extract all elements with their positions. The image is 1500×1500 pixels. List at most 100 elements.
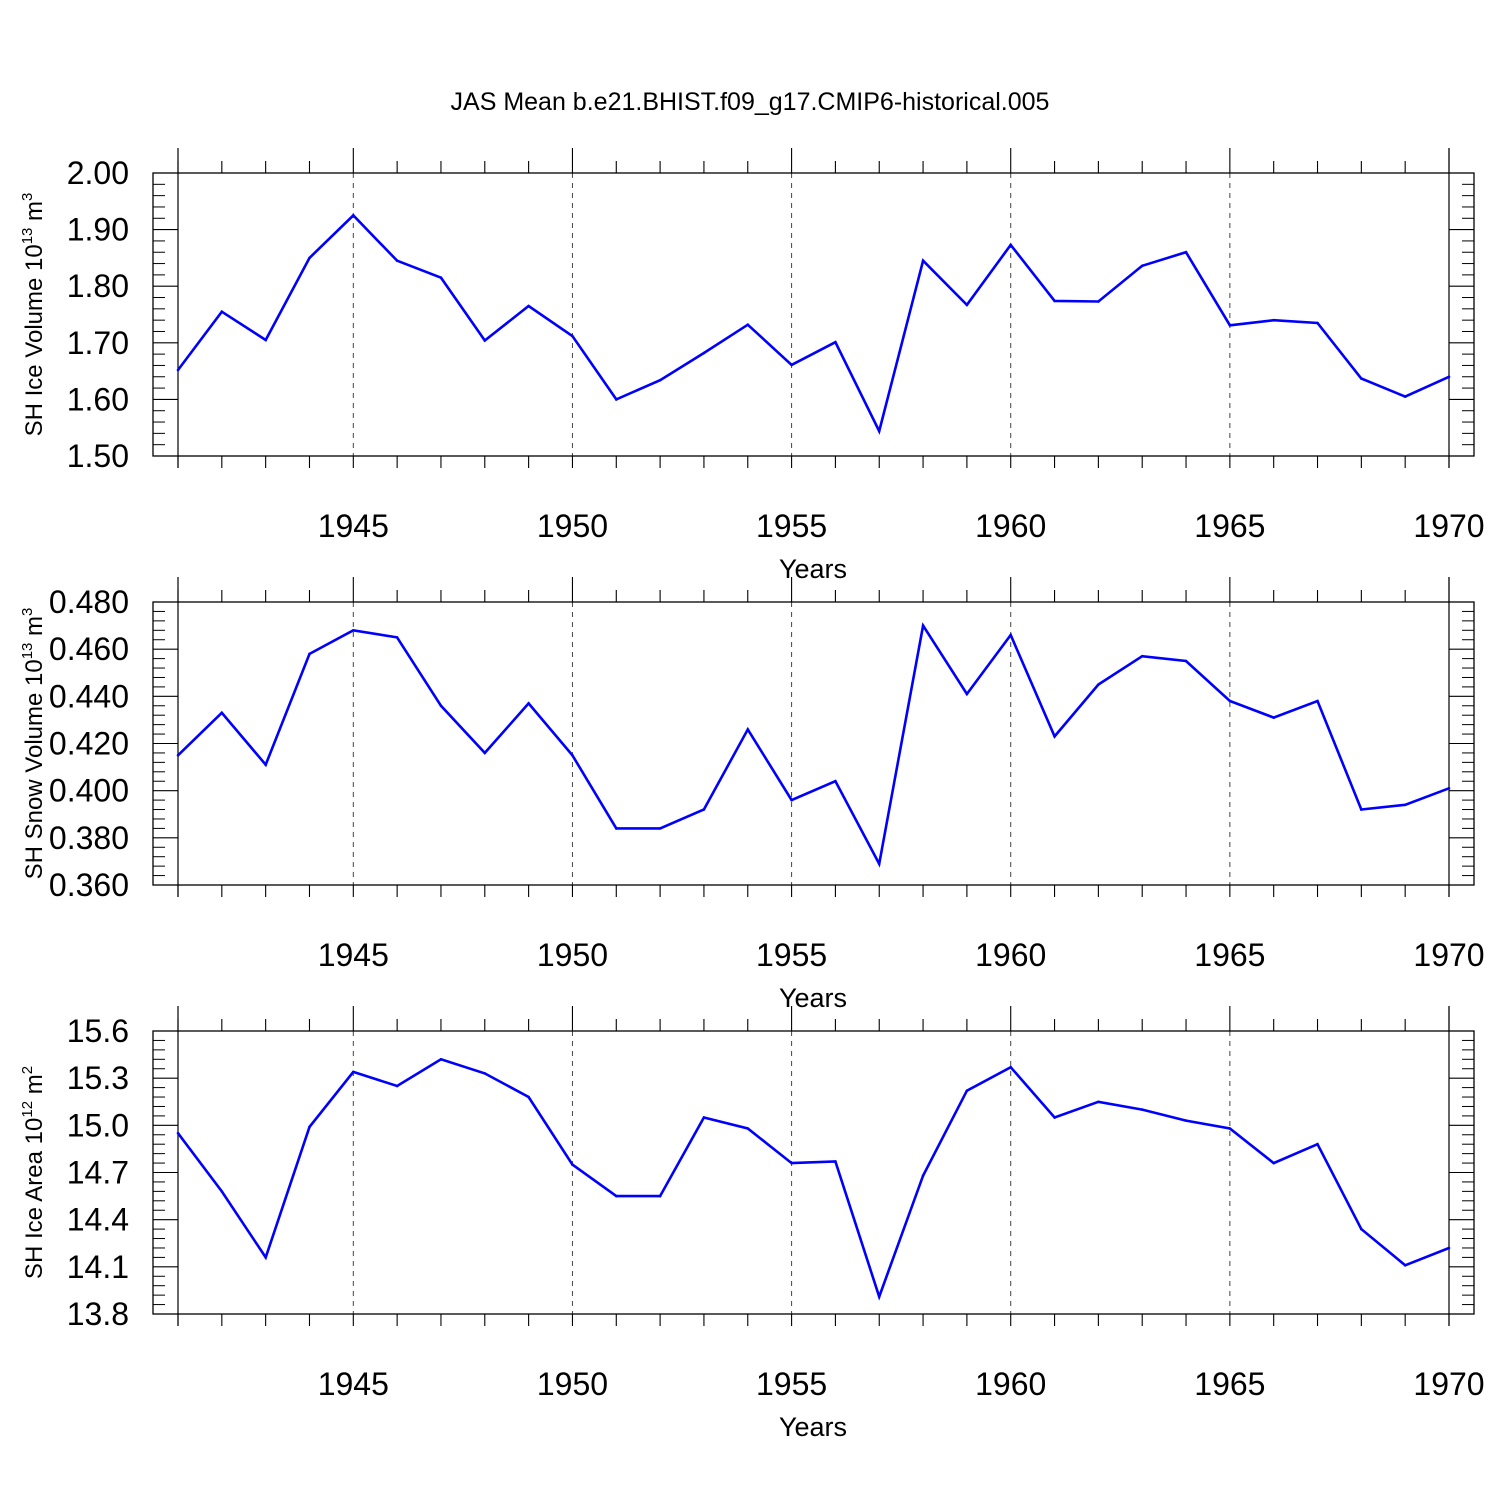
data-point [1316,699,1319,703]
x-tick-label: 1945 [318,937,389,973]
data-point [615,398,618,401]
data-point [702,1116,706,1119]
y-axis-label-part: SH Ice Area 10 [21,1118,48,1279]
data-point [921,1174,925,1177]
data-point [702,351,706,355]
data-point [1316,321,1319,325]
y-tick-label: 1.90 [67,212,129,248]
y-axis-label-part: 3 [19,193,36,201]
data-point [527,1095,530,1099]
y-tick-label: 0.440 [49,678,129,714]
data-point [702,808,706,811]
data-point [965,692,969,696]
y-tick-label: 0.480 [49,584,129,620]
x-tick-label: 1945 [318,1366,389,1402]
data-point [1272,1161,1275,1165]
data-point [790,363,793,367]
data-point [571,1163,574,1166]
data-point [1447,375,1451,379]
data-point [1097,1100,1100,1104]
data-point [483,339,487,342]
data-point [1009,243,1012,247]
y-tick-label: 14.7 [67,1155,129,1191]
data-point [1184,659,1188,663]
y-axis-label: SH Snow Volume 1013 m3 [19,608,48,880]
y-tick-label: 13.8 [67,1296,129,1332]
data-point [1228,324,1232,327]
data-point [483,751,487,755]
y-tick-label: 1.80 [67,268,129,304]
data-point [1228,699,1232,703]
data-point [1053,299,1056,303]
x-tick-label: 1955 [756,937,827,973]
data-point [1097,683,1100,686]
x-tick-label: 1950 [537,508,608,544]
data-point [877,1295,881,1298]
data-point [1272,716,1275,719]
data-point [746,728,750,731]
data-point [615,827,618,830]
data-point [1097,300,1100,303]
data-point [439,704,443,708]
data-point [921,624,925,627]
data-point [1403,803,1407,807]
data-point [571,334,574,338]
y-tick-label: 2.00 [67,155,129,191]
x-tick-label: 1960 [975,508,1046,544]
y-tick-label: 1.70 [67,325,129,361]
y-axis-label-part: m [21,1074,48,1101]
y-tick-label: 14.4 [67,1202,129,1238]
y-tick-label: 0.460 [49,631,129,667]
data-point [571,754,574,757]
y-tick-label: 1.60 [67,381,129,417]
data-point [220,711,224,715]
data-point [176,754,180,757]
data-point [176,368,180,372]
y-axis-label-part: 12 [19,1101,36,1118]
y-tick-label: 0.380 [49,820,129,856]
data-point [877,429,881,433]
data-point [658,378,662,382]
data-point [790,798,793,802]
data-point [615,1194,618,1198]
x-tick-label: 1950 [537,937,608,973]
x-tick-label: 1965 [1194,1366,1265,1402]
x-tick-label: 1965 [1194,508,1265,544]
y-tick-label: 15.6 [67,1013,129,1049]
data-point [1403,1264,1407,1267]
data-point [658,1194,662,1198]
y-axis-label-part: 13 [19,228,36,245]
data-point [1009,1065,1012,1069]
data-point [395,1084,399,1088]
data-point [308,652,311,656]
data-point [1009,633,1012,637]
data-point [308,1125,311,1129]
data-point [308,256,311,260]
y-axis-label-part: SH Snow Volume 10 [21,659,48,879]
data-point [1184,1119,1188,1122]
data-point [790,1161,793,1165]
data-point [264,763,268,766]
data-point [965,1089,969,1092]
y-tick-label: 14.1 [67,1249,129,1285]
data-point [834,340,837,344]
panel-3: 1945 1950 1955 1960 1965 1970 Years 13.8 14.1 14.… [19,1006,1485,1442]
x-tick-label: 1970 [1413,1366,1484,1402]
data-point [395,636,399,639]
data-point [1140,1108,1144,1111]
y-axis-label-part: 3 [19,608,36,616]
x-axis-label: Years [779,554,847,584]
y-axis-label: SH Ice Area 1012 m2 [19,1066,48,1279]
data-point [1053,735,1056,738]
data-point [1272,318,1275,322]
x-tick-label: 1970 [1413,937,1484,973]
chart-title: JAS Mean b.e21.BHIST.f09_g17.CMIP6-histo… [451,88,1050,116]
y-axis-label-part: m [21,616,48,643]
y-tick-label: 0.420 [49,726,129,762]
data-point [1447,1246,1451,1250]
data-point [1360,808,1363,811]
y-axis-label: SH Ice Volume 1013 m3 [19,193,48,437]
data-point [1140,264,1144,268]
data-point [834,779,837,783]
